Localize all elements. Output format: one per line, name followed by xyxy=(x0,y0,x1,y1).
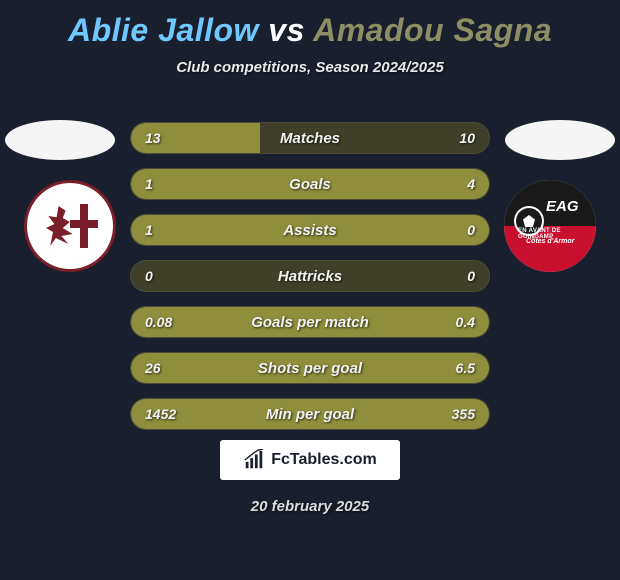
eag-sub2: Côtes d'Armor xyxy=(526,238,574,245)
metz-dragon-icon xyxy=(46,206,74,246)
stat-row: 0 0Hattricks xyxy=(130,260,490,292)
eag-label: EAG xyxy=(546,198,579,215)
stat-value-left: 1 xyxy=(145,169,153,199)
snapshot-date: 20 february 2025 xyxy=(0,498,620,515)
chart-icon xyxy=(243,449,265,471)
stat-row: 266.5Shots per goal xyxy=(130,352,490,384)
eag-badge: EAG EN AVANT DE GUINGAMP Côtes d'Armor xyxy=(504,180,596,272)
stat-row: 0.080.4Goals per match xyxy=(130,306,490,338)
stat-value-left: 1 xyxy=(145,215,153,245)
branding-text: FcTables.com xyxy=(271,451,377,469)
stat-fill-left xyxy=(131,353,417,383)
stat-fill-right xyxy=(203,169,489,199)
stat-fill-left xyxy=(131,215,489,245)
stat-fill-right xyxy=(192,307,489,337)
metz-cross-icon xyxy=(40,196,100,256)
stat-row: 10Assists xyxy=(130,214,490,246)
stat-value-right: 6.5 xyxy=(456,353,475,383)
stat-value-right: 10 xyxy=(459,123,475,153)
stat-value-left: 0.08 xyxy=(145,307,172,337)
player1-name: Ablie Jallow xyxy=(68,12,259,48)
comparison-title: Ablie Jallow vs Amadou Sagna xyxy=(0,0,620,49)
player1-halo xyxy=(5,120,115,160)
player2-halo xyxy=(505,120,615,160)
stat-value-right: 4 xyxy=(467,169,475,199)
stat-value-right: 0 xyxy=(467,215,475,245)
stat-label: Hattricks xyxy=(131,261,489,291)
stat-value-right: 355 xyxy=(452,399,475,429)
stat-row: 1452355Min per goal xyxy=(130,398,490,430)
subtitle: Club competitions, Season 2024/2025 xyxy=(0,59,620,76)
club-badge-left xyxy=(24,180,116,272)
stat-fill-left xyxy=(131,169,203,199)
vs-separator: vs xyxy=(268,12,305,48)
stat-value-right: 0 xyxy=(467,261,475,291)
branding-badge: FcTables.com xyxy=(220,440,400,480)
stat-row: 1310Matches xyxy=(130,122,490,154)
stat-row: 14Goals xyxy=(130,168,490,200)
club-badge-right: EAG EN AVANT DE GUINGAMP Côtes d'Armor xyxy=(504,180,596,272)
stat-value-right: 0.4 xyxy=(456,307,475,337)
player2-name: Amadou Sagna xyxy=(313,12,552,48)
stat-value-left: 26 xyxy=(145,353,161,383)
stat-value-left: 1452 xyxy=(145,399,176,429)
stat-value-left: 13 xyxy=(145,123,161,153)
stat-bars-container: 1310Matches14Goals10Assists00Hattricks0.… xyxy=(130,122,490,444)
stat-fill-right xyxy=(417,353,489,383)
stat-value-left: 0 xyxy=(145,261,153,291)
